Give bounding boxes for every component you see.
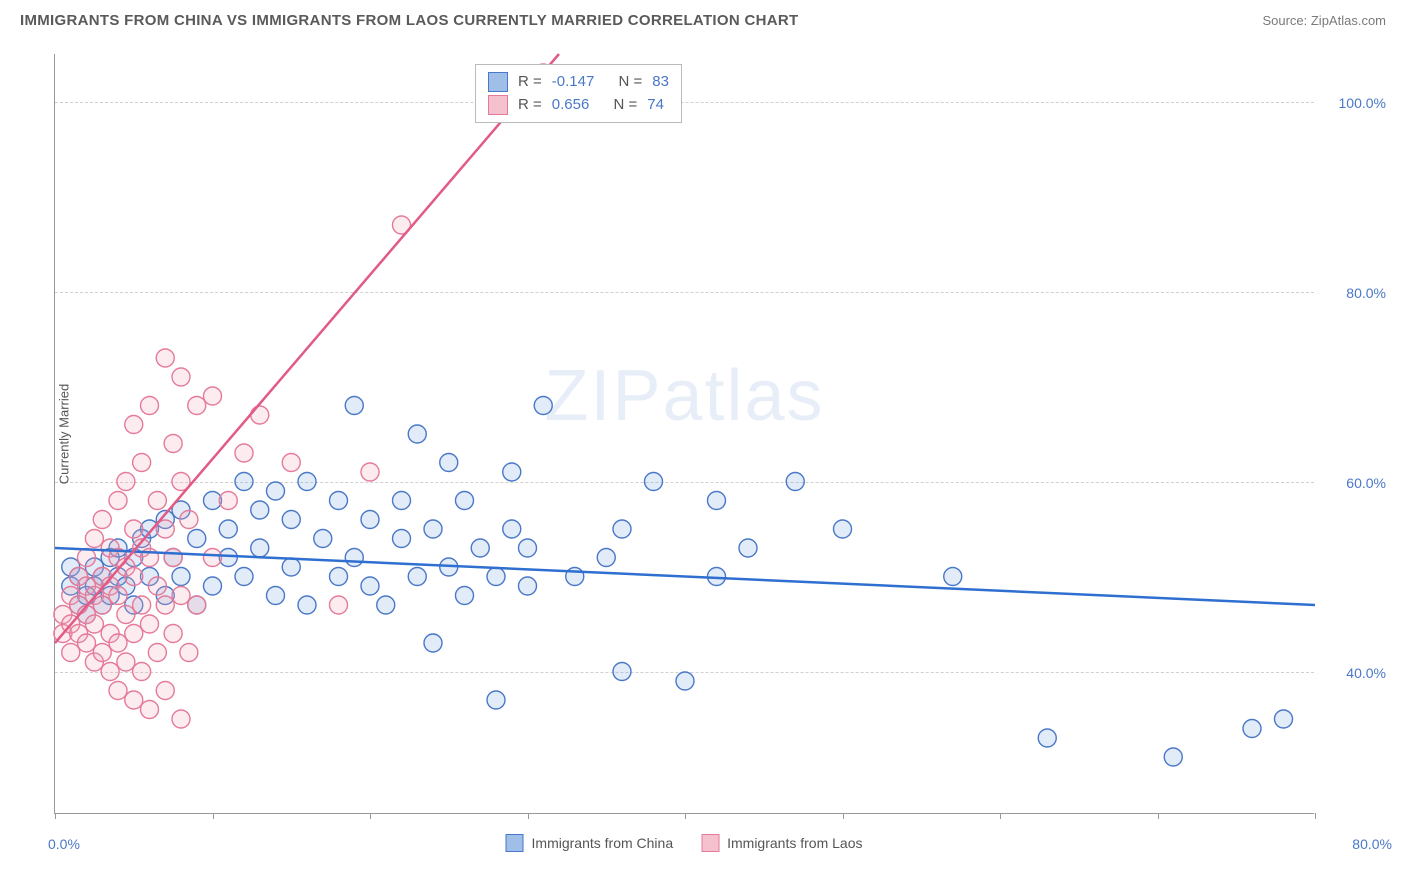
trend-lines bbox=[55, 54, 1314, 813]
stats-swatch-laos bbox=[488, 95, 508, 115]
stats-r-label: R = bbox=[518, 71, 542, 94]
legend-swatch-china bbox=[506, 834, 524, 852]
header: IMMIGRANTS FROM CHINA VS IMMIGRANTS FROM… bbox=[0, 0, 1406, 37]
y-tick-label: 40.0% bbox=[1346, 665, 1386, 681]
source-label: Source: ZipAtlas.com bbox=[1262, 13, 1386, 28]
trend-line bbox=[55, 54, 559, 643]
x-tick bbox=[1315, 813, 1316, 819]
x-tick bbox=[528, 813, 529, 819]
legend-item-china: Immigrants from China bbox=[506, 834, 674, 852]
legend-bottom: Immigrants from China Immigrants from La… bbox=[506, 834, 863, 852]
stats-n-value: 83 bbox=[652, 71, 669, 94]
x-tick bbox=[370, 813, 371, 819]
plot-area: ZIPatlas 40.0%60.0%80.0%100.0% R = -0.14… bbox=[54, 54, 1314, 814]
stats-n-label: N = bbox=[618, 71, 642, 94]
stats-box: R = -0.147 N = 83 R = 0.656 N = 74 bbox=[475, 64, 682, 123]
chart-container: ZIPatlas 40.0%60.0%80.0%100.0% R = -0.14… bbox=[54, 54, 1314, 814]
stats-row: R = -0.147 N = 83 bbox=[488, 71, 669, 94]
x-axis-max-label: 80.0% bbox=[1352, 836, 1392, 852]
stats-r-label: R = bbox=[518, 94, 542, 117]
stats-swatch-china bbox=[488, 72, 508, 92]
y-tick-label: 60.0% bbox=[1346, 475, 1386, 491]
y-axis-label: Currently Married bbox=[57, 384, 72, 484]
x-axis-min-label: 0.0% bbox=[48, 836, 80, 852]
stats-n-value: 74 bbox=[647, 94, 664, 117]
x-tick bbox=[843, 813, 844, 819]
legend-swatch-laos bbox=[701, 834, 719, 852]
stats-r-value: -0.147 bbox=[552, 71, 595, 94]
x-tick bbox=[55, 813, 56, 819]
stats-r-value: 0.656 bbox=[552, 94, 590, 117]
legend-label: Immigrants from Laos bbox=[727, 835, 862, 851]
y-tick-label: 100.0% bbox=[1339, 95, 1386, 111]
legend-item-laos: Immigrants from Laos bbox=[701, 834, 862, 852]
stats-n-label: N = bbox=[613, 94, 637, 117]
stats-row: R = 0.656 N = 74 bbox=[488, 94, 669, 117]
x-tick bbox=[213, 813, 214, 819]
trend-line bbox=[55, 548, 1315, 605]
x-tick bbox=[1158, 813, 1159, 819]
legend-label: Immigrants from China bbox=[532, 835, 674, 851]
chart-title: IMMIGRANTS FROM CHINA VS IMMIGRANTS FROM… bbox=[20, 12, 798, 29]
x-tick bbox=[1000, 813, 1001, 819]
x-tick bbox=[685, 813, 686, 819]
y-tick-label: 80.0% bbox=[1346, 285, 1386, 301]
